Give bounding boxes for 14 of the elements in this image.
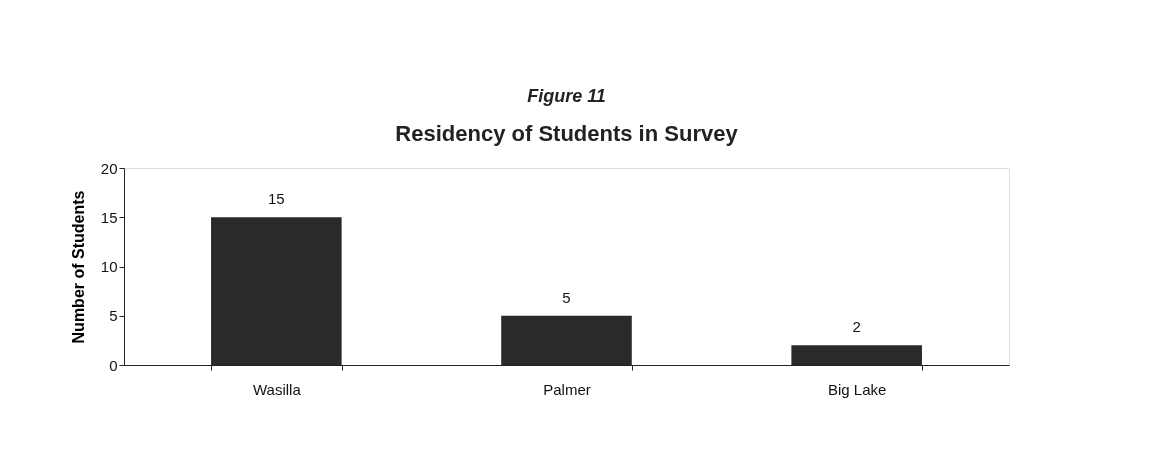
x-tick-label: Big Lake xyxy=(827,380,887,398)
y-tick-label: 0 xyxy=(109,356,118,374)
y-tick-label: 10 xyxy=(100,258,118,275)
data-label: 2 xyxy=(852,318,861,336)
y-tick-label: 20 xyxy=(100,159,118,177)
chart-title: Figure 11 xyxy=(527,86,606,106)
chart-subtitle: Residency of Students in Survey xyxy=(395,121,739,146)
y-tick-label: 5 xyxy=(109,307,118,325)
x-tick-label: Palmer xyxy=(543,380,591,398)
y-tick-label: 15 xyxy=(100,208,118,226)
x-tick-label: Wasilla xyxy=(252,380,302,398)
y-axis-title: Number of Students xyxy=(69,190,87,344)
data-label: 15 xyxy=(267,190,285,208)
data-label: 5 xyxy=(562,288,571,306)
